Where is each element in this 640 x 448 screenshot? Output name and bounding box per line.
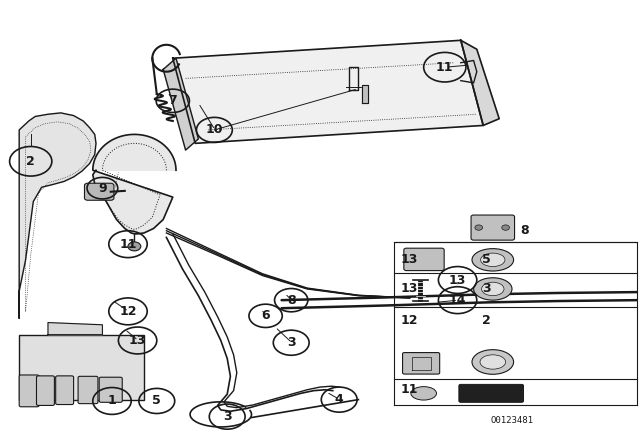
Circle shape (128, 242, 141, 251)
Text: 1: 1 (108, 394, 116, 408)
Polygon shape (362, 85, 368, 103)
Text: 12: 12 (401, 314, 419, 327)
Ellipse shape (474, 278, 512, 300)
FancyBboxPatch shape (84, 183, 114, 200)
FancyBboxPatch shape (56, 376, 74, 405)
Ellipse shape (480, 355, 506, 369)
Text: 5: 5 (152, 394, 161, 408)
Text: 11: 11 (436, 60, 454, 74)
Text: 3: 3 (287, 336, 296, 349)
Text: 10: 10 (205, 123, 223, 137)
Polygon shape (48, 323, 102, 335)
Text: 5: 5 (482, 253, 491, 267)
Polygon shape (461, 40, 499, 125)
Text: 2: 2 (482, 314, 491, 327)
FancyBboxPatch shape (78, 376, 98, 404)
Ellipse shape (411, 387, 436, 400)
Circle shape (502, 225, 509, 230)
Text: 3: 3 (482, 282, 491, 296)
Text: 3: 3 (223, 410, 232, 423)
Polygon shape (93, 134, 176, 234)
Ellipse shape (481, 282, 504, 296)
FancyBboxPatch shape (19, 375, 39, 407)
Text: 9: 9 (98, 181, 107, 195)
Text: 12: 12 (119, 305, 137, 318)
Ellipse shape (472, 349, 514, 375)
Text: 11: 11 (401, 383, 419, 396)
Text: 8: 8 (287, 293, 296, 307)
Text: 8: 8 (520, 224, 529, 237)
Polygon shape (173, 40, 483, 143)
FancyBboxPatch shape (471, 215, 515, 240)
FancyBboxPatch shape (99, 377, 122, 402)
Text: 13: 13 (129, 334, 147, 347)
Ellipse shape (481, 253, 505, 267)
Text: O0123481: O0123481 (490, 416, 534, 425)
FancyBboxPatch shape (36, 376, 54, 405)
Circle shape (475, 225, 483, 230)
FancyBboxPatch shape (404, 248, 444, 271)
Text: 14: 14 (449, 293, 467, 307)
Ellipse shape (472, 249, 514, 271)
Text: 13: 13 (401, 282, 419, 296)
Text: 13: 13 (449, 273, 467, 287)
Polygon shape (19, 113, 96, 318)
Text: 4: 4 (335, 393, 344, 406)
Text: 11: 11 (119, 237, 137, 251)
Polygon shape (163, 58, 198, 150)
FancyBboxPatch shape (403, 353, 440, 374)
FancyBboxPatch shape (19, 335, 144, 400)
Text: 7: 7 (168, 94, 177, 108)
Text: 13: 13 (401, 253, 419, 267)
Text: 6: 6 (261, 309, 270, 323)
FancyBboxPatch shape (459, 384, 524, 402)
Text: 2: 2 (26, 155, 35, 168)
